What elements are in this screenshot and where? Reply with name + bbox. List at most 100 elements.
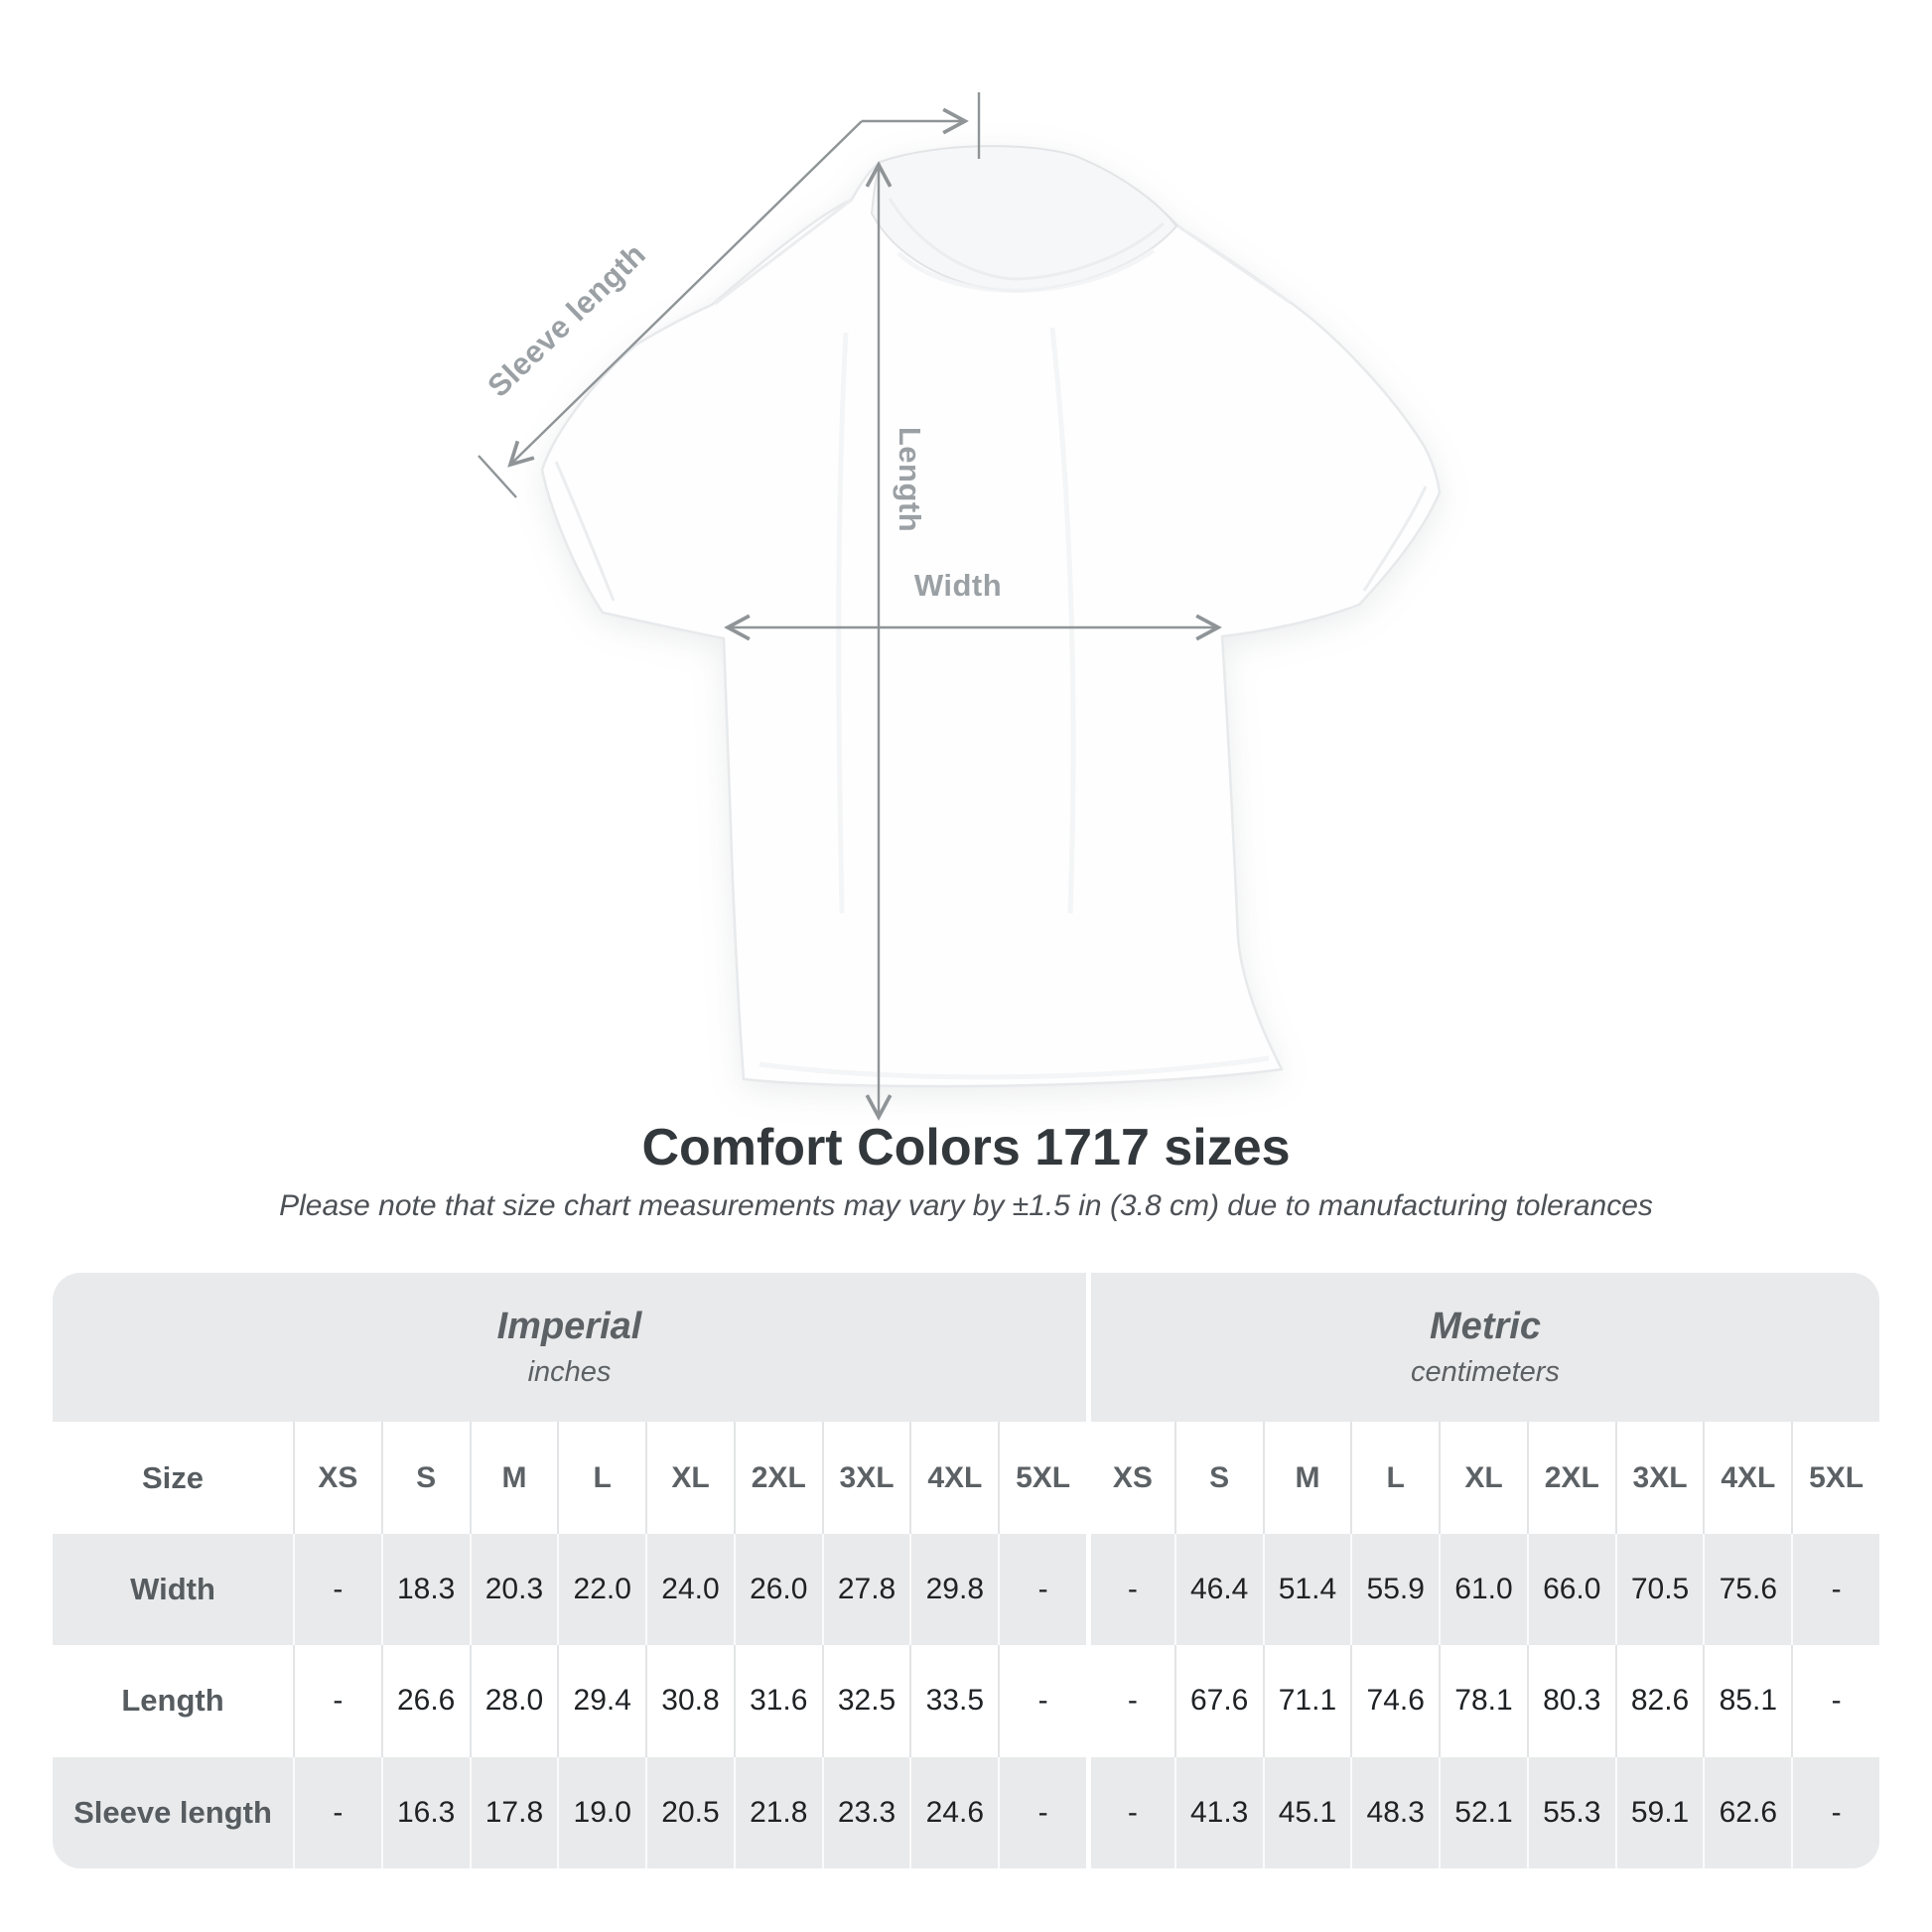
size-header-xl: XL bbox=[645, 1422, 734, 1534]
group-label: Metric bbox=[1430, 1306, 1541, 1347]
collar-ribbing-seam bbox=[888, 198, 1165, 281]
size-header-3xl: 3XL bbox=[1614, 1422, 1704, 1534]
table-cell: 59.1 bbox=[1614, 1756, 1704, 1868]
heading-block: Comfort Colors 1717 sizes Please note th… bbox=[0, 1118, 1932, 1223]
size-header-2xl: 2XL bbox=[733, 1422, 822, 1534]
table-cell: 17.8 bbox=[469, 1756, 558, 1868]
table-cell: - bbox=[1086, 1645, 1174, 1757]
size-header-l: L bbox=[1350, 1422, 1440, 1534]
table-cell: - bbox=[1086, 1534, 1174, 1646]
row-label: Sleeve length bbox=[53, 1756, 293, 1868]
table-cell: - bbox=[998, 1756, 1086, 1868]
table-cell: 19.0 bbox=[557, 1756, 646, 1868]
table-cell: 28.0 bbox=[469, 1645, 558, 1757]
table-cell: 31.6 bbox=[733, 1645, 822, 1757]
table-cell: - bbox=[1791, 1534, 1879, 1646]
table-cell: 46.4 bbox=[1173, 1534, 1263, 1646]
table-cell: 33.5 bbox=[909, 1645, 999, 1757]
sleeve-length-arrow bbox=[507, 120, 863, 468]
table-cell: 71.1 bbox=[1262, 1645, 1351, 1757]
table-cell: 23.3 bbox=[821, 1756, 910, 1868]
row-label: Length bbox=[53, 1645, 293, 1757]
size-header-xs: XS bbox=[293, 1422, 381, 1534]
size-header-2xl: 2XL bbox=[1526, 1422, 1615, 1534]
size-table: Imperial inches Metric centimeters Size XS S M L… bbox=[53, 1273, 1879, 1868]
table-cell: 22.0 bbox=[557, 1534, 646, 1646]
table-cell: 24.0 bbox=[645, 1534, 734, 1646]
table-cell: 20.3 bbox=[469, 1534, 558, 1646]
size-header-4xl: 4XL bbox=[1703, 1422, 1792, 1534]
table-cell: 55.9 bbox=[1350, 1534, 1440, 1646]
table-cell: 61.0 bbox=[1439, 1534, 1527, 1646]
table-cell: 24.6 bbox=[909, 1756, 999, 1868]
left-shoulder-seam bbox=[714, 198, 853, 306]
table-cell: 29.8 bbox=[909, 1534, 999, 1646]
size-header-s: S bbox=[380, 1422, 470, 1534]
table-cell: 21.8 bbox=[733, 1756, 822, 1868]
group-unit: inches bbox=[527, 1356, 612, 1388]
tshirt-measurement-diagram: Sleeve length Length Width bbox=[478, 92, 1442, 1121]
table-cell: 18.3 bbox=[380, 1534, 470, 1646]
table-cell: - bbox=[293, 1645, 381, 1757]
table-cell: 51.4 bbox=[1262, 1534, 1351, 1646]
table-cell: 29.4 bbox=[557, 1645, 646, 1757]
table-cell: 30.8 bbox=[645, 1645, 734, 1757]
table-cell: - bbox=[293, 1534, 381, 1646]
table-cell: 32.5 bbox=[821, 1645, 910, 1757]
table-cell: 16.3 bbox=[380, 1756, 470, 1868]
size-header-5xl: 5XL bbox=[998, 1422, 1086, 1534]
under-collar-shadow bbox=[897, 247, 1156, 293]
group-header-imperial: Imperial inches bbox=[53, 1273, 1086, 1422]
table-cell: 26.0 bbox=[733, 1534, 822, 1646]
hem-shadow bbox=[759, 1055, 1270, 1080]
right-cuff-seam bbox=[1362, 485, 1428, 592]
table-cell: - bbox=[998, 1534, 1086, 1646]
group-header-metric: Metric centimeters bbox=[1086, 1273, 1879, 1422]
size-header-m: M bbox=[469, 1422, 558, 1534]
size-header-xs: XS bbox=[1086, 1422, 1174, 1534]
tolerance-note: Please note that size chart measurements… bbox=[279, 1189, 1653, 1222]
right-shoulder-seam bbox=[1177, 224, 1292, 305]
table-cell: 75.6 bbox=[1703, 1534, 1792, 1646]
table-cell: 78.1 bbox=[1439, 1645, 1527, 1757]
size-header-m: M bbox=[1262, 1422, 1351, 1534]
size-header-s: S bbox=[1173, 1422, 1263, 1534]
group-label: Imperial bbox=[496, 1306, 642, 1347]
table-cell: 80.3 bbox=[1526, 1645, 1615, 1757]
table-cell: 82.6 bbox=[1614, 1645, 1704, 1757]
table-cell: - bbox=[293, 1756, 381, 1868]
row-label: Width bbox=[53, 1534, 293, 1646]
table-cell: 48.3 bbox=[1350, 1756, 1440, 1868]
table-cell: - bbox=[1791, 1756, 1879, 1868]
table-cell: - bbox=[1791, 1645, 1879, 1757]
size-header-5xl: 5XL bbox=[1791, 1422, 1879, 1534]
table-cell: 41.3 bbox=[1173, 1756, 1263, 1868]
table-cell: - bbox=[1086, 1756, 1174, 1868]
table-cell: 66.0 bbox=[1526, 1534, 1615, 1646]
table-cell: 45.1 bbox=[1262, 1756, 1351, 1868]
table-cell: 74.6 bbox=[1350, 1645, 1440, 1757]
size-header-4xl: 4XL bbox=[909, 1422, 999, 1534]
length-label: Length bbox=[893, 427, 927, 532]
table-cell: 26.6 bbox=[380, 1645, 470, 1757]
page-title: Comfort Colors 1717 sizes bbox=[641, 1119, 1291, 1176]
width-label: Width bbox=[914, 568, 1002, 603]
size-header-l: L bbox=[557, 1422, 646, 1534]
table-cell: 67.6 bbox=[1173, 1645, 1263, 1757]
size-header-3xl: 3XL bbox=[821, 1422, 910, 1534]
table-cell: 55.3 bbox=[1526, 1756, 1615, 1868]
cuff-tick bbox=[478, 455, 517, 498]
table-cell: 85.1 bbox=[1703, 1645, 1792, 1757]
table-cell: 52.1 bbox=[1439, 1756, 1527, 1868]
size-header-xl: XL bbox=[1439, 1422, 1527, 1534]
left-cuff-seam bbox=[554, 461, 616, 602]
group-unit: centimeters bbox=[1411, 1356, 1560, 1388]
table-cell: 20.5 bbox=[645, 1756, 734, 1868]
tshirt-graphic bbox=[540, 145, 1442, 1088]
table-cell: 62.6 bbox=[1703, 1756, 1792, 1868]
size-column-header: Size bbox=[53, 1422, 293, 1534]
table-cell: 27.8 bbox=[821, 1534, 910, 1646]
table-cell: 70.5 bbox=[1614, 1534, 1704, 1646]
table-cell: - bbox=[998, 1645, 1086, 1757]
